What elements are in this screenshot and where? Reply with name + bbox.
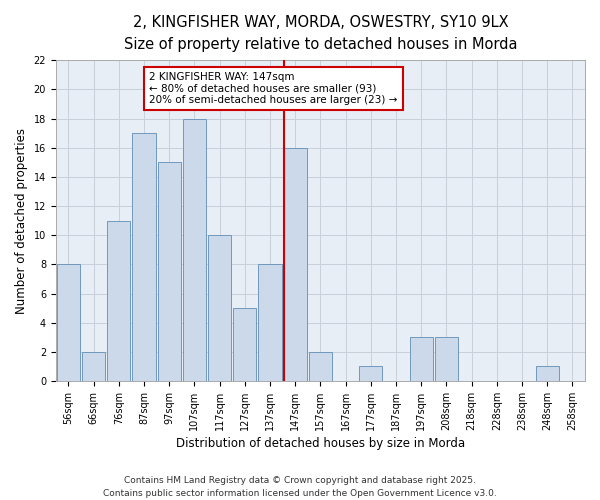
Y-axis label: Number of detached properties: Number of detached properties: [15, 128, 28, 314]
Bar: [82, 352, 105, 381]
Text: Contains HM Land Registry data © Crown copyright and database right 2025.
Contai: Contains HM Land Registry data © Crown c…: [103, 476, 497, 498]
Text: 2 KINGFISHER WAY: 147sqm
← 80% of detached houses are smaller (93)
20% of semi-d: 2 KINGFISHER WAY: 147sqm ← 80% of detach…: [149, 72, 397, 105]
Bar: [536, 366, 559, 381]
Bar: [183, 118, 206, 381]
Bar: [359, 366, 382, 381]
Bar: [158, 162, 181, 381]
Bar: [208, 235, 231, 381]
Bar: [107, 220, 130, 381]
X-axis label: Distribution of detached houses by size in Morda: Distribution of detached houses by size …: [176, 437, 465, 450]
Bar: [233, 308, 256, 381]
Bar: [309, 352, 332, 381]
Title: 2, KINGFISHER WAY, MORDA, OSWESTRY, SY10 9LX
Size of property relative to detach: 2, KINGFISHER WAY, MORDA, OSWESTRY, SY10…: [124, 15, 517, 52]
Bar: [435, 337, 458, 381]
Bar: [57, 264, 80, 381]
Bar: [259, 264, 281, 381]
Bar: [284, 148, 307, 381]
Bar: [133, 133, 155, 381]
Bar: [410, 337, 433, 381]
